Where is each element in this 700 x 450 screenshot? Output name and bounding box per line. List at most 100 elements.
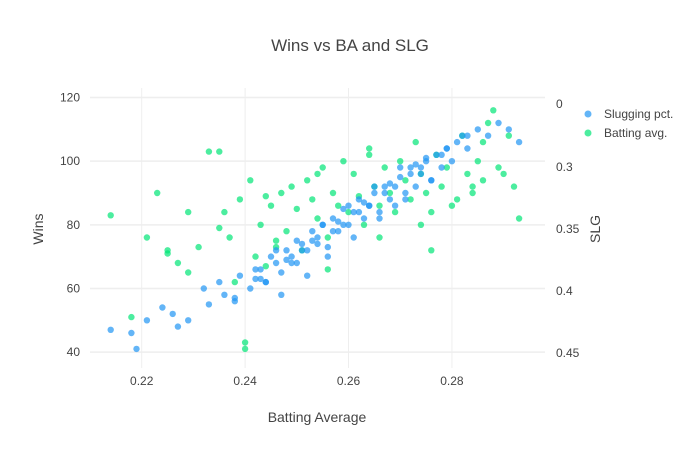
- batting-point: [495, 164, 502, 171]
- batting-point: [314, 215, 321, 222]
- slugging-point: [304, 247, 311, 254]
- batting-point: [484, 119, 492, 127]
- slugging-point: [267, 253, 275, 260]
- batting-point: [391, 208, 399, 216]
- batting-point: [226, 234, 233, 241]
- legend-item-slugging[interactable]: Slugging pct.: [584, 107, 674, 121]
- slugging-point: [417, 170, 425, 178]
- legend-item-batting[interactable]: Batting avg.: [584, 126, 668, 140]
- slugging-point: [278, 291, 285, 298]
- slugging-point: [428, 177, 435, 184]
- slugging-point: [304, 272, 311, 279]
- slugging-point: [412, 183, 419, 190]
- slugging-point: [293, 237, 300, 244]
- slugging-point: [298, 240, 306, 248]
- gridlines: [90, 88, 545, 368]
- slugging-point: [324, 253, 331, 260]
- x-tick-label: 0.24: [233, 374, 257, 388]
- slugging-point: [417, 164, 425, 171]
- batting-point: [247, 177, 254, 184]
- batting-point: [448, 202, 456, 209]
- slugging-point: [350, 234, 357, 241]
- slugging-point: [360, 199, 368, 206]
- y2-axis-ticks: 0 0.3 0.35 0.4 0.45: [556, 97, 580, 360]
- legend-label-slugging: Slugging pct.: [604, 107, 673, 121]
- y-tick-label: 120: [60, 91, 80, 105]
- slugging-point: [309, 228, 316, 235]
- slugging-point: [293, 259, 300, 267]
- batting-point: [319, 164, 326, 171]
- slugging-point: [340, 205, 347, 213]
- batting-point: [257, 221, 264, 228]
- slugging-point: [236, 272, 244, 279]
- slugging-point: [355, 196, 363, 203]
- slugging-point: [247, 285, 254, 292]
- slugging-point: [314, 234, 321, 241]
- slugging-point: [402, 196, 409, 203]
- batting-point: [345, 208, 352, 216]
- slugging-point: [216, 278, 223, 286]
- batting-point: [428, 208, 435, 216]
- batting-point: [376, 202, 383, 209]
- slugging-point: [495, 119, 502, 127]
- batting-point: [272, 237, 280, 244]
- batting-point: [515, 215, 523, 222]
- slugging-point: [252, 275, 259, 283]
- batting-point: [335, 202, 342, 209]
- y2-tick-label: 0.4: [556, 284, 573, 298]
- slugging-point: [185, 317, 192, 324]
- batting-point: [464, 170, 471, 178]
- chart-title: Wins vs BA and SLG: [271, 36, 429, 55]
- batting-point: [241, 345, 249, 353]
- batting-point: [443, 164, 450, 171]
- legend-label-batting: Batting avg.: [604, 126, 667, 140]
- batting-point: [324, 266, 331, 273]
- slugging-point: [262, 278, 269, 286]
- batting-point: [474, 158, 481, 165]
- slugging-point: [174, 323, 182, 330]
- slugging-point: [402, 189, 409, 197]
- slugging-point: [371, 189, 378, 197]
- batting-point: [143, 234, 151, 241]
- x-axis-title: Batting Average: [268, 409, 367, 425]
- slugging-point: [474, 126, 481, 133]
- legend-marker-slugging: [584, 110, 592, 118]
- y2-tick-label: 0.35: [556, 222, 580, 236]
- slugging-point: [464, 145, 471, 152]
- slugging-point: [324, 243, 331, 251]
- slugging-point: [221, 291, 228, 298]
- slugging-point: [448, 158, 456, 165]
- slugging-point: [464, 132, 471, 139]
- batting-point: [510, 183, 518, 190]
- batting-point: [288, 183, 295, 190]
- slugging-point: [278, 269, 285, 276]
- batting-point: [154, 189, 161, 197]
- slugging-point: [505, 126, 512, 133]
- slugging-point: [133, 345, 140, 353]
- batting-point: [283, 228, 290, 235]
- legend-marker-batting: [584, 129, 592, 137]
- slugging-point: [288, 259, 295, 267]
- batting-point: [469, 183, 476, 190]
- slugging-point: [350, 208, 357, 216]
- slugging-point: [314, 240, 321, 248]
- y-axis-ticks: 40 60 80 100 120: [60, 91, 80, 360]
- batting-point: [262, 263, 269, 270]
- slugging-point: [360, 215, 368, 222]
- batting-point: [216, 148, 223, 155]
- batting-point: [386, 189, 394, 197]
- slugging-point: [391, 183, 399, 190]
- slugging-point: [200, 285, 207, 292]
- slugging-point: [381, 189, 388, 197]
- batting-point: [479, 177, 487, 184]
- y-tick-label: 60: [67, 281, 81, 295]
- slugging-point: [257, 266, 264, 273]
- slugging-point: [169, 310, 176, 318]
- batting-point: [402, 177, 409, 184]
- slugging-point: [422, 154, 430, 162]
- slugging-point: [231, 294, 238, 302]
- slugging-point: [438, 151, 445, 158]
- legend: Slugging pct. Batting avg.: [584, 107, 674, 140]
- batting-point: [267, 202, 275, 209]
- batting-point: [479, 138, 487, 146]
